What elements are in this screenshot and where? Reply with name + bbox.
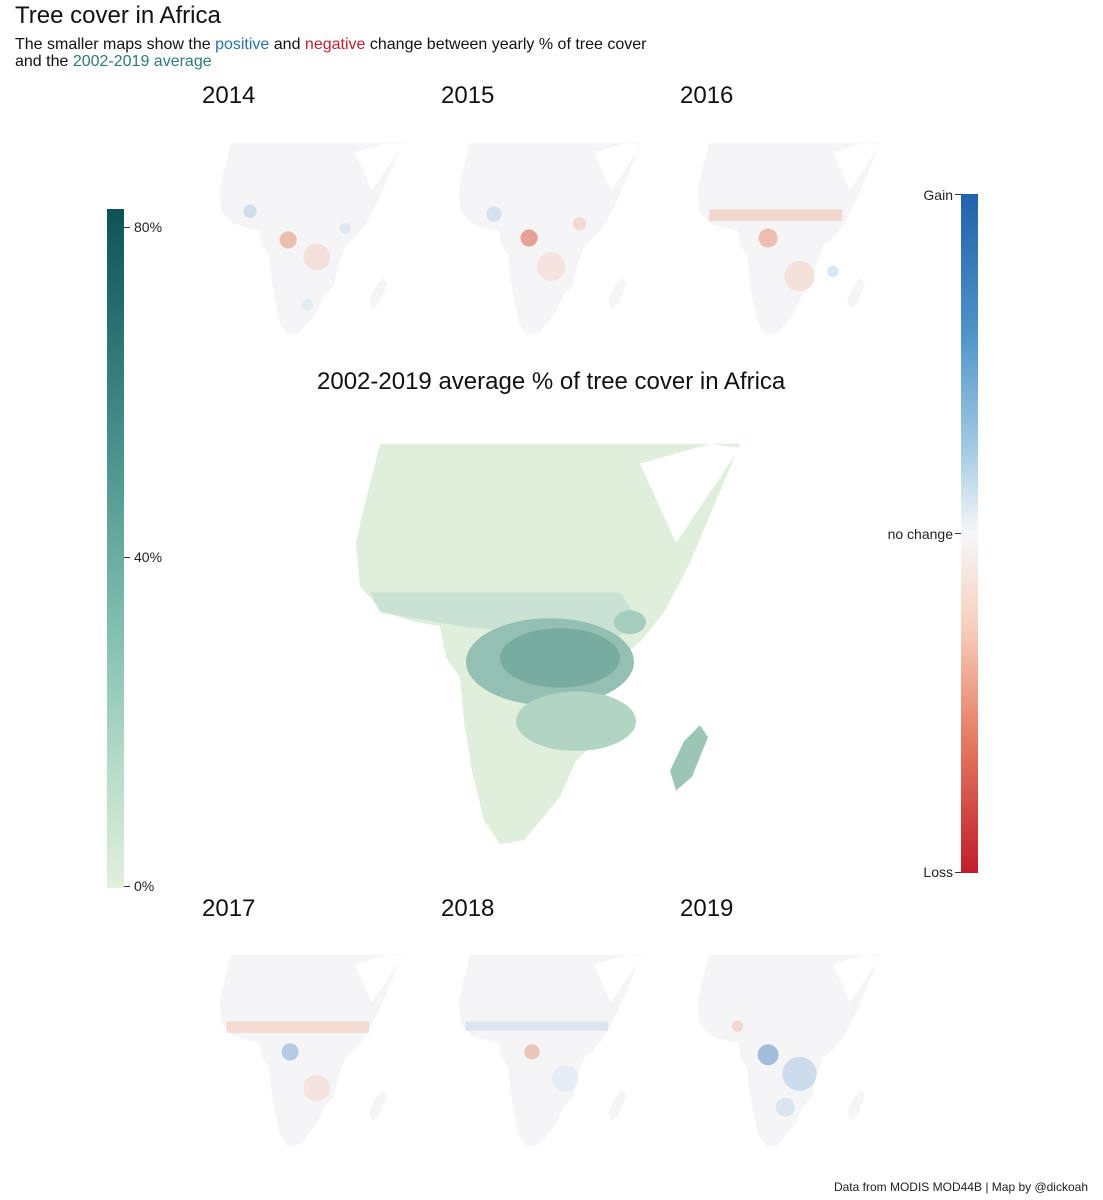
year-label-2015: 2015 <box>441 82 495 109</box>
subtitle: The smaller maps show the positive and n… <box>15 36 715 70</box>
map-2016 <box>697 142 881 336</box>
map-2014 <box>219 142 403 336</box>
main-map <box>356 443 740 845</box>
legend-average-label-0: 0% <box>134 878 155 894</box>
map-2015 <box>458 142 642 336</box>
subtitle-text-3: change between yearly % of tree cover <box>365 36 647 53</box>
legend-change-tick-none <box>955 533 961 534</box>
subtitle-text-1: The smaller maps show the <box>15 36 216 53</box>
legend-average-tick-0 <box>124 886 130 887</box>
source-caption: Data from MODIS MOD44B | Map by @dickoah <box>833 1180 1088 1194</box>
legend-change-label-loss: Loss <box>923 864 953 880</box>
legend-change-label-none: no change <box>887 526 953 542</box>
map-2017 <box>219 954 403 1148</box>
subtitle-negative: negative <box>304 36 366 53</box>
legend-change-label-gain: Gain <box>923 187 953 203</box>
year-label-2017: 2017 <box>202 895 256 922</box>
legend-average-colorbar <box>107 209 124 888</box>
year-label-2019: 2019 <box>680 895 734 922</box>
legend-change-tick-gain <box>955 194 961 195</box>
year-label-2016: 2016 <box>680 82 734 109</box>
legend-change-colorbar <box>961 194 978 873</box>
legend-average-label-80: 80% <box>134 219 163 235</box>
legend-change-tick-loss <box>955 872 961 873</box>
subtitle-text-2: and <box>269 36 305 53</box>
map-2018 <box>458 954 642 1148</box>
subtitle-positive: positive <box>215 36 270 53</box>
subtitle-average: 2002-2019 average <box>72 53 212 70</box>
legend-average-tick-80 <box>124 227 130 228</box>
legend-average-label-40: 40% <box>134 549 163 565</box>
main-map-title: 2002-2019 average % of tree cover in Afr… <box>317 368 786 395</box>
year-label-2018: 2018 <box>441 895 495 922</box>
map-2019 <box>697 954 881 1148</box>
year-label-2014: 2014 <box>202 82 256 109</box>
subtitle-text-4: and the <box>15 53 73 70</box>
legend-average-tick-40 <box>124 557 130 558</box>
page-title: Tree cover in Africa <box>15 2 221 29</box>
